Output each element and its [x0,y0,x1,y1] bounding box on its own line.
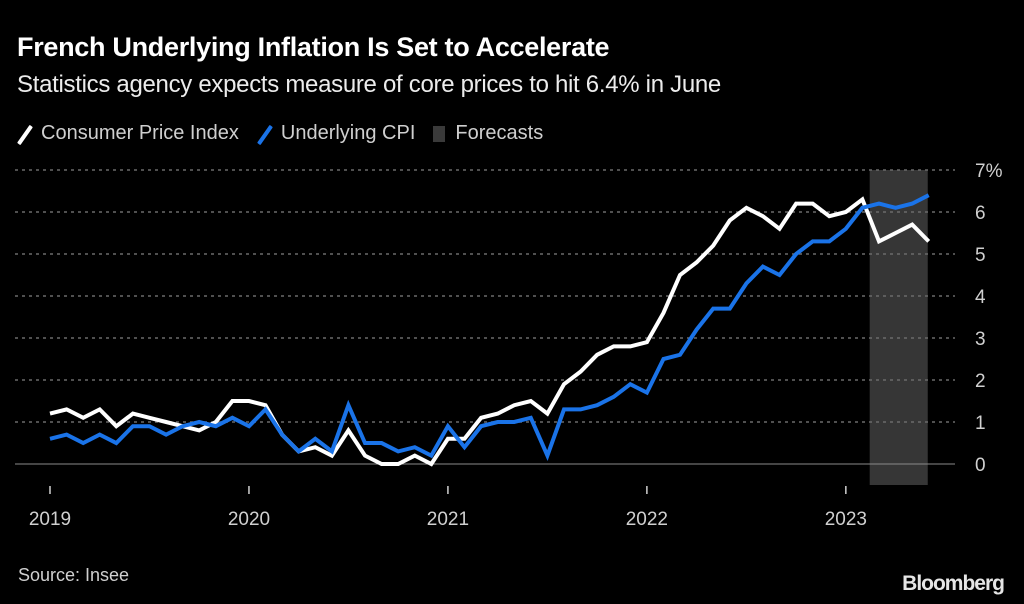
y-tick-label: 3 [975,329,986,350]
x-tick-label: 2020 [228,509,270,530]
forecast-region [869,170,928,485]
chart-title: French Underlying Inflation Is Set to Ac… [17,32,610,62]
y-tick-label: 0 [975,455,986,476]
x-tick-label: 2023 [825,509,867,530]
legend-label-underlying: Underlying CPI [280,122,416,144]
x-tick-label: 2022 [626,509,668,530]
chart-subtitle: Statistics agency expects measure of cor… [17,71,721,98]
legend-item-cpi: Consumer Price Index [17,122,239,145]
legend-item-forecasts: Forecasts [433,122,543,145]
source-note: Source: Insee [18,565,130,585]
x-tick-label: 2019 [29,509,71,530]
series-line-underlying-cpi [49,193,930,461]
x-tick-label: 2021 [427,509,469,530]
y-tick-label: 1 [975,413,986,434]
legend-label-cpi: Consumer Price Index [41,122,239,144]
legend-box-icon-forecasts [433,125,446,142]
y-tick-label: 2 [975,371,986,392]
bloomberg-logo: Bloomberg [902,572,1005,595]
y-tick-label: 5 [975,245,986,266]
series-line-consumer-price-index [49,196,931,467]
legend-label-forecasts: Forecasts [455,122,544,144]
y-tick-label: 6 [975,203,986,224]
y-tick-label: 7% [975,161,1003,182]
legend: Consumer Price Index Underlying CPI Fore… [17,122,561,145]
y-tick-label: 4 [975,287,986,308]
legend-item-underlying: Underlying CPI [257,122,416,145]
